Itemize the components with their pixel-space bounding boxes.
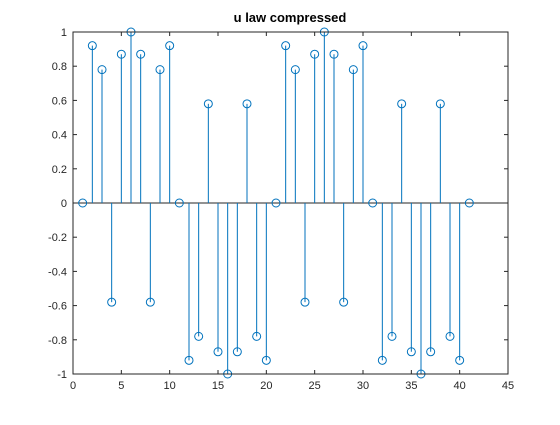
y-tick-label: -0.6: [48, 301, 67, 313]
y-tick-label: 0: [61, 198, 67, 210]
stem-marker: [242, 99, 252, 109]
x-tick-label: 25: [309, 380, 321, 392]
y-tick-label: 0.8: [52, 61, 67, 73]
stem-marker: [290, 65, 300, 75]
stem-marker: [116, 49, 126, 59]
stem-marker: [406, 347, 416, 357]
y-tick-label: 1: [61, 27, 67, 39]
stem-marker: [136, 49, 146, 59]
stem-marker: [339, 297, 349, 307]
x-tick-label: 10: [164, 380, 176, 392]
x-axis-ticks: 0 5 10 15 20 25 30 35 40 45: [70, 32, 514, 392]
x-tick-label: 0: [70, 380, 76, 392]
stem-marker: [368, 198, 378, 208]
chart-title: u law compressed: [234, 10, 347, 25]
stem-marker: [445, 331, 455, 341]
stem-marker: [300, 297, 310, 307]
stem-marker: [203, 99, 213, 109]
x-tick-label: 30: [357, 380, 369, 392]
stem-marker: [232, 347, 242, 357]
stem-marker: [155, 65, 165, 75]
stem-marker: [184, 355, 194, 365]
stem-marker: [107, 297, 117, 307]
y-axis-ticks: -1 -0.8 -0.6 -0.4 -0.2 0 0.2 0.4 0.6 0.8 1: [48, 27, 508, 381]
stem-marker: [145, 297, 155, 307]
stem-marker: [261, 355, 271, 365]
stem-marker: [397, 99, 407, 109]
x-tick-label: 40: [454, 380, 466, 392]
stem-marker: [87, 41, 97, 51]
stem-marker: [78, 198, 88, 208]
y-tick-label: -0.2: [48, 232, 67, 244]
stem-marker: [213, 347, 223, 357]
y-tick-label: -1: [57, 369, 67, 381]
stem-marker: [455, 355, 465, 365]
stem-marker: [271, 198, 281, 208]
stem-marker: [165, 41, 175, 51]
x-tick-label: 45: [502, 380, 514, 392]
stem-marker: [310, 49, 320, 59]
x-tick-label: 5: [118, 380, 124, 392]
y-tick-label: -0.4: [48, 266, 67, 278]
x-tick-label: 35: [405, 380, 417, 392]
y-tick-label: -0.8: [48, 335, 67, 347]
stem-marker: [358, 41, 368, 51]
stem-marker: [252, 331, 262, 341]
y-tick-label: 0.4: [52, 130, 67, 142]
stem-marker: [387, 331, 397, 341]
stem-marker: [435, 99, 445, 109]
stem-marker: [329, 49, 339, 59]
stems-layer: [91, 32, 461, 374]
stem-marker: [174, 198, 184, 208]
x-tick-label: 15: [212, 380, 224, 392]
stem-marker: [97, 65, 107, 75]
x-tick-label: 20: [260, 380, 272, 392]
stem-marker: [281, 41, 291, 51]
stem-marker: [426, 347, 436, 357]
y-tick-label: 0.2: [52, 164, 67, 176]
stem-marker: [464, 198, 474, 208]
stem-marker: [194, 331, 204, 341]
stem-marker: [377, 355, 387, 365]
y-tick-label: 0.6: [52, 95, 67, 107]
stem-marker: [348, 65, 358, 75]
